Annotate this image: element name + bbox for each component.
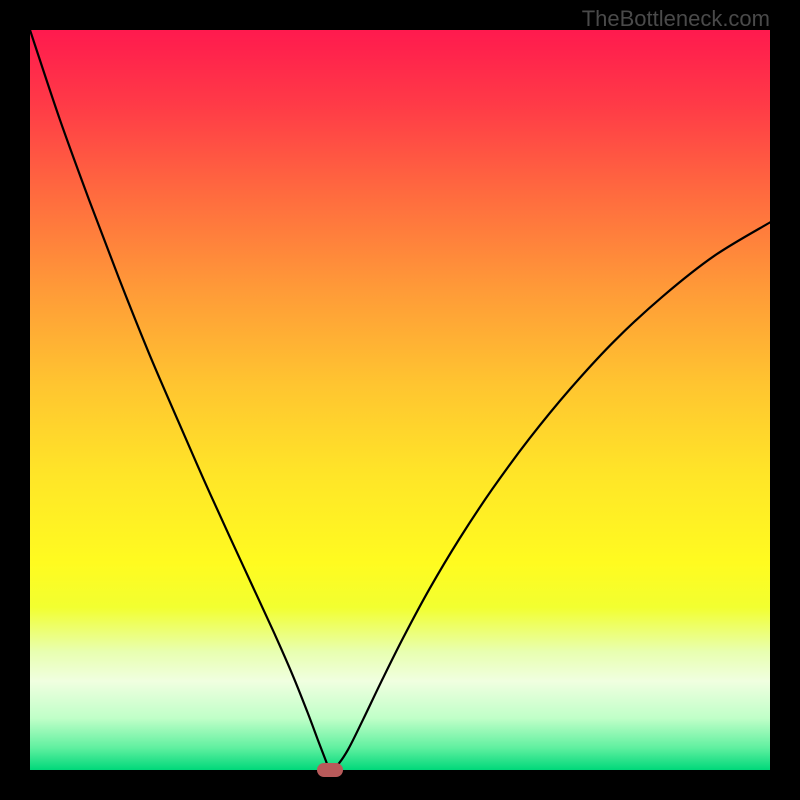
chart-container: { "chart": { "type": "line", "canvas": {…: [0, 0, 800, 800]
curve-svg: [30, 30, 770, 770]
watermark-text: TheBottleneck.com: [582, 6, 770, 32]
plot-area: [30, 30, 770, 770]
bottleneck-curve: [30, 30, 770, 770]
minimum-marker: [317, 763, 343, 777]
